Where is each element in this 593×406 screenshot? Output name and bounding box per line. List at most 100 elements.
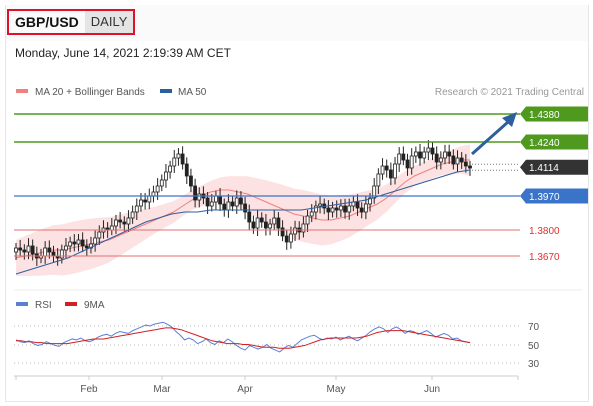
candle-body [343,205,347,213]
candle-body [255,217,260,229]
candle-body [234,197,239,207]
candle-body [93,237,98,245]
candle-body [293,227,297,235]
candle-body [222,203,227,211]
candle-body [380,165,385,175]
candle-body [168,165,173,173]
candle-body [230,201,235,207]
candle-body [51,251,56,257]
candle-body [434,153,439,163]
candle [443,144,447,165]
candle-body [334,207,339,211]
candle-body [134,205,139,213]
candle [180,146,185,170]
candle-body [126,217,131,225]
candle-body [459,157,464,163]
candle-body [422,151,427,159]
instrument-pair: GBP/USD [15,14,79,30]
candle-body [243,203,247,213]
candle [84,239,89,256]
candle [197,187,202,208]
candle-body [443,151,447,159]
level-label-1.4380: 1.4380 [529,110,560,121]
forecast-arrow-shaft [471,120,509,156]
forecast-arrow-head [502,112,517,127]
candle-body [259,217,264,223]
x-tick-feb: Feb [80,384,98,395]
candle [230,195,235,212]
candle [355,194,360,216]
candle-body [47,247,52,253]
candle [239,191,243,211]
candle [176,148,181,166]
candle [159,174,164,192]
candle [418,144,422,166]
candle [268,218,272,236]
candle-body [239,197,243,205]
bollinger-band [16,144,470,276]
candle-body [193,185,198,201]
instrument-selector[interactable]: GBP/USD DAILY [7,9,136,35]
candle-body [384,165,389,171]
candle-body [447,151,452,157]
legend-swatch-rsi [16,302,28,306]
candle-body [22,249,27,253]
candle-body [388,169,393,179]
legend-swatch-9ma [65,302,77,306]
candle [22,244,27,260]
candle [401,146,406,166]
candle [118,212,123,229]
level-tag-1.4380 [520,106,588,122]
candle-body [139,199,143,207]
candle-body [376,173,381,187]
rsi-tick-70: 70 [528,322,540,333]
candle [455,150,460,172]
candle [326,200,331,220]
timestamp: Monday, June 14, 2021 2:19:39 AM CET [15,46,231,60]
candle [272,210,277,231]
candle [301,216,306,238]
candle-body [59,249,64,259]
candle [451,149,456,170]
candle [343,198,347,219]
candle [409,148,414,175]
candle-body [176,153,181,159]
level-label-1.3800: 1.3800 [529,226,560,237]
legend-swatch-ma50 [160,89,172,93]
candle-body [268,223,272,229]
candle-body [309,211,314,217]
legend-9ma-label: 9MA [84,300,105,311]
candle [147,188,152,210]
level-label-1.3670: 1.3670 [529,252,560,263]
candle [463,154,468,173]
candle-body [84,245,89,249]
candle-body [280,227,285,237]
candle-body [359,207,364,213]
candle-body [430,147,435,155]
candle [359,202,364,219]
candle-body [30,245,35,255]
candle-body [89,243,93,249]
candle-body [197,193,202,201]
level-tag-1.3970 [520,188,588,204]
candle [318,196,322,214]
candle [338,199,343,217]
candle [309,204,314,223]
level-label-1.4240: 1.4240 [529,138,560,149]
candle [151,185,156,203]
rsi-tick-50: 50 [528,341,540,352]
candle [380,158,385,180]
level-tag-1.4114 [520,159,588,175]
candle [76,233,81,252]
candle [264,214,268,236]
candle [255,210,260,236]
candle [422,146,427,164]
candle-body [338,205,343,211]
candle [30,239,35,261]
x-tick-may: May [327,384,346,395]
candle-body [76,239,81,245]
period-badge[interactable]: DAILY [84,11,134,33]
legend-rsi-label: RSI [35,300,52,311]
candle [305,209,310,232]
candle [334,200,339,218]
